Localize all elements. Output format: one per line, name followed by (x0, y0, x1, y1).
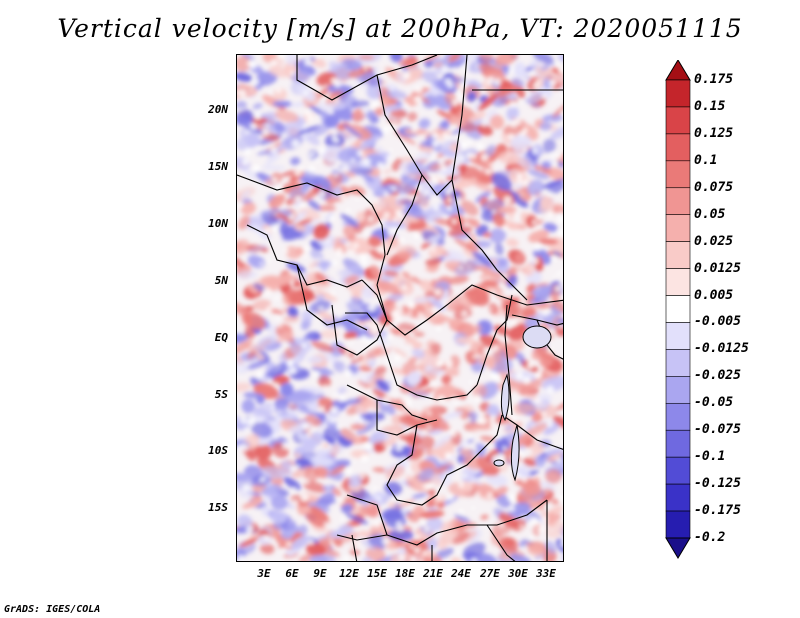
colorbar-tick-label: -0.175 (694, 503, 741, 519)
colorbar-cell (665, 106, 691, 135)
colorbar-tick-label: 0.0125 (694, 260, 741, 276)
colorbar-tick-label: 0.175 (694, 72, 734, 87)
lon-label: 21E (423, 567, 443, 580)
lon-label: 6E (285, 567, 299, 580)
lat-label: 15S (208, 501, 228, 514)
colorbar-cell (665, 60, 691, 81)
colorbar-tick-label: 0.125 (694, 125, 734, 141)
colorbar-tick-label: -0.1 (694, 449, 726, 465)
lakes (493, 325, 552, 482)
lat-label: 15N (208, 160, 228, 173)
colorbar-tick-label: 0.15 (694, 98, 726, 114)
colorbar-cell (665, 133, 691, 162)
lat-label: 20N (208, 103, 228, 116)
lon-label: 27E (480, 567, 500, 580)
lon-label: 24E (451, 567, 471, 580)
lon-label: 9E (313, 567, 327, 580)
colorbar-cell (665, 295, 691, 323)
colorbar-tick-label: -0.2 (694, 530, 726, 545)
colorbar-tick-label: -0.005 (694, 314, 741, 330)
colorbar-cell (665, 187, 691, 216)
colorbar-cell (665, 376, 691, 404)
credit-text: GrADS: IGES/COLA (4, 604, 101, 615)
map-panel (236, 54, 564, 562)
colorbar-cell (665, 349, 691, 377)
colorbar-tick-label: 0.005 (694, 287, 734, 303)
lon-label: 30E (508, 567, 528, 580)
colorbar-cell (665, 160, 691, 189)
colorbar-cell (665, 322, 691, 350)
colorbar-cell (665, 268, 691, 296)
colorbar (665, 60, 691, 559)
colorbar-cell (665, 241, 691, 269)
lon-label: 3E (257, 567, 271, 580)
colorbar-cell (665, 537, 691, 559)
colorbar-cell (665, 429, 691, 458)
chart-title: Vertical velocity [m/s] at 200hPa, VT: 2… (57, 14, 743, 43)
colorbar-cell (665, 402, 691, 431)
colorbar-cell (665, 456, 691, 485)
lon-label: 15E (367, 567, 387, 580)
lat-label: 5S (214, 388, 228, 401)
colorbar-cell (665, 214, 691, 242)
colorbar-cell (665, 483, 691, 512)
colorbar-tick-label: -0.025 (694, 368, 741, 384)
colorbar-tick-label: 0.075 (694, 179, 734, 195)
colorbar-tick-label: 0.05 (694, 206, 726, 222)
colorbar-tick-label: 0.025 (694, 233, 734, 249)
colorbar-tick-label: -0.05 (694, 395, 734, 411)
lon-label: 33E (536, 567, 556, 580)
lat-label: 5N (214, 274, 228, 287)
colorbar-tick-label: 0.1 (694, 152, 718, 168)
colorbar-cell (665, 510, 691, 539)
colorbar-tick-label: -0.0125 (694, 341, 749, 357)
colorbar-cell (665, 79, 691, 108)
lon-label: 18E (395, 567, 415, 580)
lat-label: 10N (208, 217, 228, 230)
velocity-field (237, 55, 563, 561)
lat-label: 10S (208, 444, 228, 457)
colorbar-tick-label: -0.125 (694, 476, 741, 492)
lat-label: EQ (214, 331, 228, 344)
lon-label: 12E (339, 567, 359, 580)
country-borders (237, 55, 563, 561)
colorbar-tick-label: -0.075 (694, 422, 741, 438)
